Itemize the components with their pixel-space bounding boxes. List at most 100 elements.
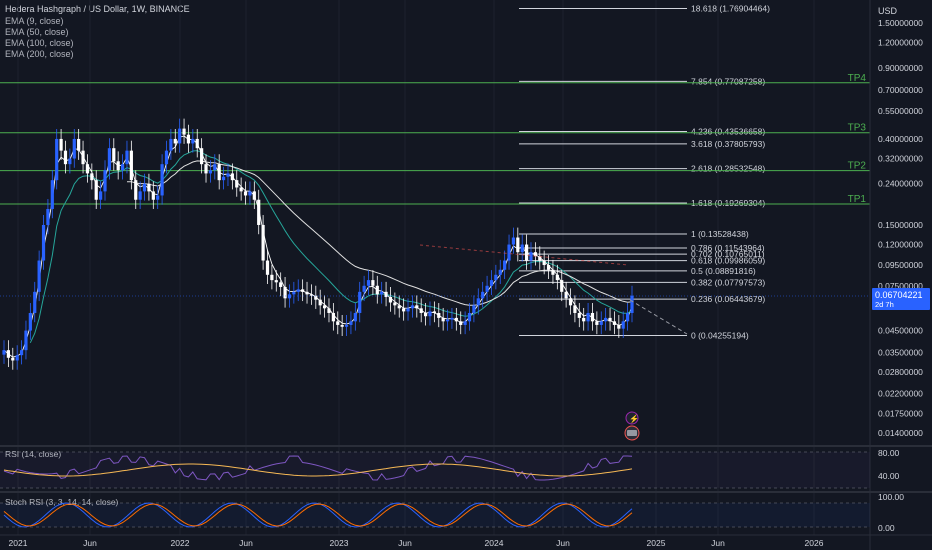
candle-body	[107, 148, 111, 171]
price-tick: 0.40000000	[878, 134, 923, 144]
price-tick: 0.32000000	[878, 154, 923, 164]
candle-body	[274, 280, 278, 283]
candle-body	[226, 173, 230, 177]
candle-body	[33, 291, 37, 313]
candle-body	[178, 128, 182, 144]
price-tick: 0.04500000	[878, 326, 923, 336]
candle-body	[573, 305, 577, 313]
stoch-d-line	[3, 503, 633, 527]
candle-body	[586, 312, 590, 322]
time-tick: Jun	[556, 538, 570, 548]
price-tick: 0.70000000	[878, 85, 923, 95]
candle-body	[511, 237, 516, 245]
price-axis-bg[interactable]	[870, 0, 932, 550]
time-tick: 2026	[805, 538, 824, 548]
candle-body	[542, 260, 546, 266]
fib-level-label: 0 (0.04255194)	[691, 330, 749, 340]
candle-body	[270, 274, 274, 281]
candle-body	[99, 191, 103, 200]
fib-level-label: 18.618 (1.76904464)	[691, 4, 770, 14]
fibonacci-extension[interactable]: 18.618 (1.76904464) 7.854 (0.77087258) 4.2…	[519, 4, 770, 341]
candle-body	[630, 295, 634, 313]
candle-body	[28, 312, 32, 331]
candle-body	[59, 138, 63, 151]
candle-body	[292, 291, 296, 295]
currency-label[interactable]: USD	[878, 6, 898, 16]
indicator-ema9[interactable]: EMA (9, close)	[5, 16, 64, 26]
candle-body	[353, 312, 357, 322]
candle-body	[380, 291, 384, 295]
candle-body	[555, 274, 559, 281]
rsi-tick-80: 80.00	[878, 448, 900, 458]
candle-body	[77, 138, 81, 151]
price-tick: 0.03500000	[878, 348, 923, 358]
candle-body	[46, 208, 50, 225]
candle-body	[85, 164, 90, 174]
price-tick: 0.02800000	[878, 367, 923, 377]
rsi-line	[3, 455, 633, 481]
time-tick: 2025	[647, 538, 666, 548]
candle-body	[182, 128, 186, 135]
candle-body	[322, 305, 327, 309]
time-tick: 2024	[485, 538, 504, 548]
candle-body	[406, 308, 410, 312]
indicator-ema100[interactable]: EMA (100, close)	[5, 38, 74, 48]
candle-body	[331, 312, 335, 322]
candle-body	[208, 170, 213, 174]
candle-body	[160, 164, 164, 196]
candle-body	[402, 308, 406, 312]
candle-body	[265, 260, 270, 275]
candle-body	[248, 191, 252, 196]
candle-body	[169, 138, 173, 151]
candle-body	[445, 319, 450, 322]
candle-body	[279, 282, 283, 287]
candle-body	[24, 330, 28, 351]
candle-body	[235, 180, 239, 188]
lightning-icon[interactable]	[625, 411, 639, 425]
rsi-tick-40: 40.00	[878, 471, 900, 481]
take-profit-lines[interactable]: TP40.75897147TP30.42930736TP20.27879735T…	[0, 73, 930, 211]
fib-level-label: 0.236 (0.06443679)	[691, 294, 765, 304]
rsi-label[interactable]: RSI (14, close)	[5, 449, 61, 459]
indicator-ema200[interactable]: EMA (200, close)	[5, 49, 74, 59]
time-tick: Jun	[711, 538, 725, 548]
candle-body	[340, 324, 344, 327]
candle-body	[375, 285, 379, 295]
time-tick: 2023	[330, 538, 349, 548]
indicator-ema50[interactable]: EMA (50, close)	[5, 27, 69, 37]
candle-body	[516, 237, 520, 253]
candle-body	[626, 312, 630, 322]
fib-level-label: 0.5 (0.08891816)	[691, 266, 756, 276]
price-tick: 0.24000000	[878, 179, 923, 189]
candle-body	[472, 305, 476, 313]
price-tick: 0.01400000	[878, 428, 923, 438]
candle-body	[388, 296, 393, 303]
candle-body	[577, 312, 581, 318]
tp-name: TP3	[848, 123, 867, 134]
calendar-icon	[627, 430, 637, 436]
candle-body	[287, 294, 292, 299]
candle-body	[63, 150, 68, 165]
candle-body	[336, 321, 340, 325]
candle-body	[186, 134, 191, 144]
candle-body	[116, 161, 120, 171]
candle-body	[485, 285, 489, 292]
candle-body	[344, 324, 349, 327]
price-tick: 1.50000000	[878, 18, 923, 28]
candle-body	[164, 150, 169, 165]
candle-body	[529, 252, 533, 261]
ema9-line	[3, 135, 633, 358]
candle-body	[582, 317, 586, 322]
price-tick: 0.02200000	[878, 388, 923, 398]
symbol-title: Hedera Hashgraph / US Dollar, 1W, BINANC…	[5, 4, 190, 14]
time-tick: 2021	[9, 538, 28, 548]
stoch-label[interactable]: Stoch RSI (3, 3, 14, 14, close)	[5, 497, 119, 507]
candle-body	[213, 164, 217, 171]
candle-body	[204, 164, 208, 174]
candle-body	[533, 252, 537, 257]
time-axis[interactable]: 2021 Jun 2022 Jun 2023 Jun 2024 Jun 2025 Jun 2026	[9, 538, 824, 548]
fib-level-label: 2.618 (0.28532548)	[691, 164, 765, 174]
candle-body	[103, 170, 107, 192]
candle-body	[125, 150, 129, 165]
